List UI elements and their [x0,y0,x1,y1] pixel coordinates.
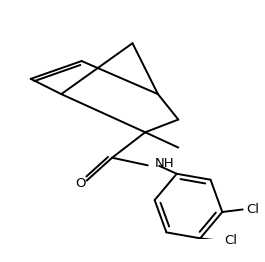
Text: Cl: Cl [246,203,259,216]
Text: O: O [75,177,86,190]
Text: Cl: Cl [224,234,237,247]
Text: NH: NH [155,157,175,170]
